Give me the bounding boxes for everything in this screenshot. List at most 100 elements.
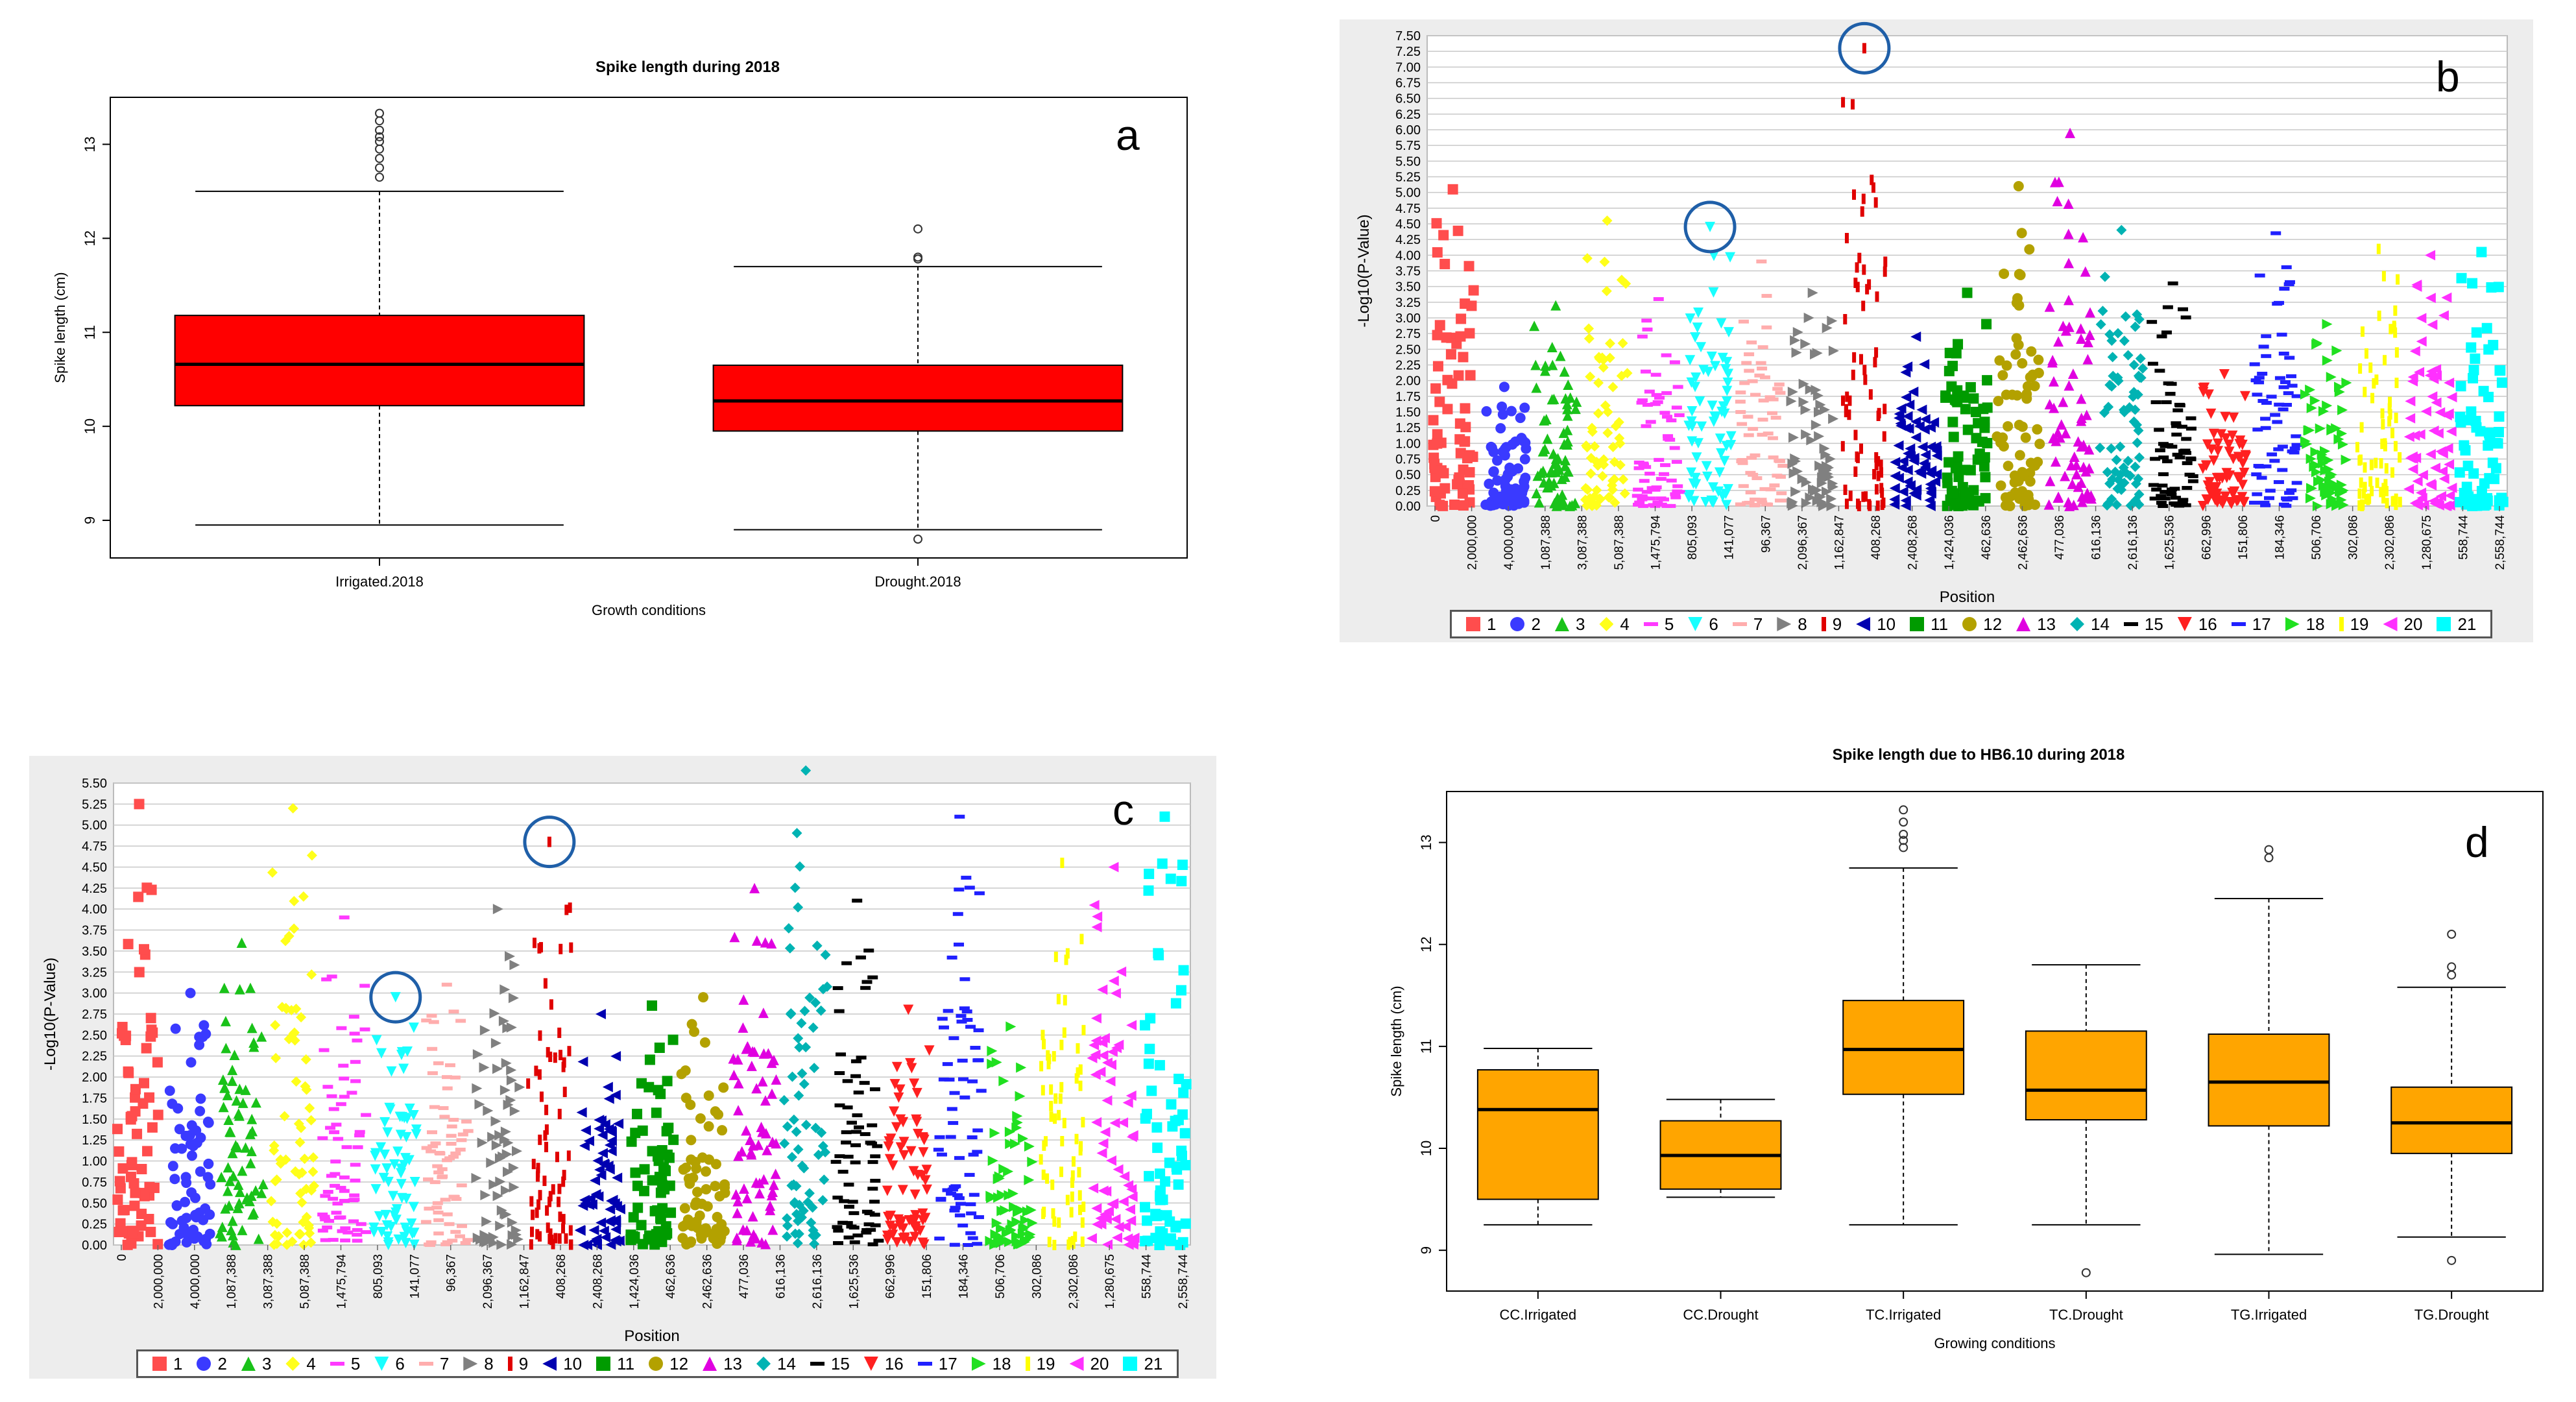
snp-point bbox=[962, 1018, 973, 1022]
snp-point bbox=[1074, 1073, 1079, 1084]
snp-point bbox=[455, 1019, 466, 1023]
snp-point bbox=[1017, 1228, 1028, 1239]
snp-point bbox=[130, 1092, 141, 1103]
snp-point bbox=[145, 1013, 156, 1024]
snp-point bbox=[282, 1239, 293, 1250]
snp-point bbox=[834, 1103, 845, 1107]
snp-point bbox=[2239, 467, 2250, 478]
snp-point bbox=[2432, 496, 2443, 507]
snp-point bbox=[2427, 391, 2438, 402]
snp-point bbox=[376, 1048, 387, 1059]
snp-point bbox=[2418, 500, 2429, 511]
legend-label: 14 bbox=[776, 1353, 796, 1373]
snp-point bbox=[987, 1155, 998, 1166]
snp-point bbox=[2162, 459, 2173, 464]
snp-point bbox=[760, 937, 771, 948]
snp-point bbox=[2336, 494, 2347, 505]
snp-point bbox=[370, 1164, 381, 1175]
snp-point bbox=[341, 1145, 352, 1150]
snp-point bbox=[1053, 1093, 1058, 1104]
snp-point bbox=[152, 1109, 163, 1120]
snp-point bbox=[1617, 337, 1628, 348]
snp-point bbox=[1641, 424, 1652, 428]
snp-point bbox=[718, 1082, 729, 1093]
snp-point bbox=[2284, 280, 2295, 284]
snp-point bbox=[505, 950, 516, 961]
snp-point bbox=[1011, 1122, 1022, 1133]
y-tick-label: 13 bbox=[82, 136, 98, 152]
snp-point bbox=[668, 1034, 679, 1045]
snp-point bbox=[738, 1183, 749, 1194]
snp-point bbox=[2162, 305, 2173, 309]
snp-point bbox=[2119, 335, 2130, 346]
snp-point bbox=[551, 1184, 555, 1195]
snp-point bbox=[2112, 328, 2123, 339]
snp-point bbox=[1063, 995, 1067, 1006]
snp-point bbox=[1758, 398, 1769, 403]
snp-point bbox=[2108, 370, 2119, 381]
snp-point bbox=[898, 1117, 909, 1128]
snp-point bbox=[808, 1022, 819, 1033]
snp-point bbox=[1177, 1109, 1188, 1120]
snp-point bbox=[506, 1022, 517, 1033]
snp-point bbox=[1554, 464, 1565, 475]
highlight-circle bbox=[523, 816, 576, 869]
snp-point bbox=[1879, 459, 1883, 470]
snp-point bbox=[1914, 466, 1925, 477]
snp-point bbox=[1879, 467, 1884, 478]
y-tick-label: 0.75 bbox=[1395, 453, 1421, 467]
snp-point bbox=[2063, 228, 2074, 239]
snp-point bbox=[965, 1024, 976, 1029]
snp-point bbox=[329, 1130, 340, 1135]
snp-point bbox=[1078, 1064, 1083, 1075]
snp-point bbox=[1146, 1085, 1157, 1096]
snp-point bbox=[1434, 500, 1445, 511]
snp-point bbox=[324, 1218, 335, 1223]
snp-point bbox=[352, 1145, 363, 1150]
snp-point bbox=[2065, 127, 2076, 138]
snp-point bbox=[1748, 472, 1759, 477]
snp-point bbox=[2309, 395, 2320, 406]
snp-point bbox=[2160, 444, 2171, 448]
snp-point bbox=[1757, 417, 1768, 422]
snp-point bbox=[782, 1213, 793, 1224]
snp-point bbox=[2370, 485, 2374, 496]
snp-point bbox=[2454, 467, 2465, 478]
snp-point bbox=[1874, 484, 1879, 495]
snp-point bbox=[605, 1203, 616, 1215]
snp-point bbox=[1081, 1202, 1086, 1213]
snp-point bbox=[2075, 323, 2086, 334]
snp-point bbox=[1485, 500, 1496, 511]
snp-point bbox=[1818, 500, 1829, 511]
legend-marker bbox=[241, 1357, 256, 1371]
snp-point bbox=[195, 1106, 206, 1117]
legend-label: 19 bbox=[1036, 1353, 1055, 1373]
snp-point bbox=[1714, 467, 1725, 478]
snp-point bbox=[632, 1202, 644, 1213]
snp-point bbox=[2171, 424, 2182, 428]
snp-point bbox=[2306, 402, 2317, 413]
snp-point bbox=[598, 1226, 609, 1237]
x-tick-label: 558,744 bbox=[1140, 1254, 1154, 1299]
snp-point bbox=[1140, 1202, 1151, 1213]
snp-point bbox=[303, 1220, 314, 1231]
snp-point bbox=[1755, 361, 1766, 365]
snp-point bbox=[1757, 345, 1768, 350]
snp-point bbox=[948, 1185, 959, 1189]
snp-point bbox=[1655, 477, 1667, 481]
legend-marker bbox=[1643, 622, 1658, 626]
snp-point bbox=[350, 1079, 361, 1083]
snp-point bbox=[2496, 377, 2507, 388]
snp-point bbox=[1749, 497, 1760, 502]
snp-point bbox=[2316, 474, 2327, 485]
snp-point bbox=[1442, 404, 1453, 415]
snp-point bbox=[852, 1233, 863, 1238]
snp-point bbox=[2249, 362, 2260, 367]
snp-point bbox=[967, 1079, 978, 1083]
snp-point bbox=[2157, 483, 2168, 488]
snp-point bbox=[1940, 390, 1951, 401]
snp-point bbox=[1862, 43, 1866, 54]
snp-point bbox=[535, 1207, 539, 1218]
snp-point bbox=[1968, 393, 1979, 404]
snp-point bbox=[2003, 421, 2014, 432]
